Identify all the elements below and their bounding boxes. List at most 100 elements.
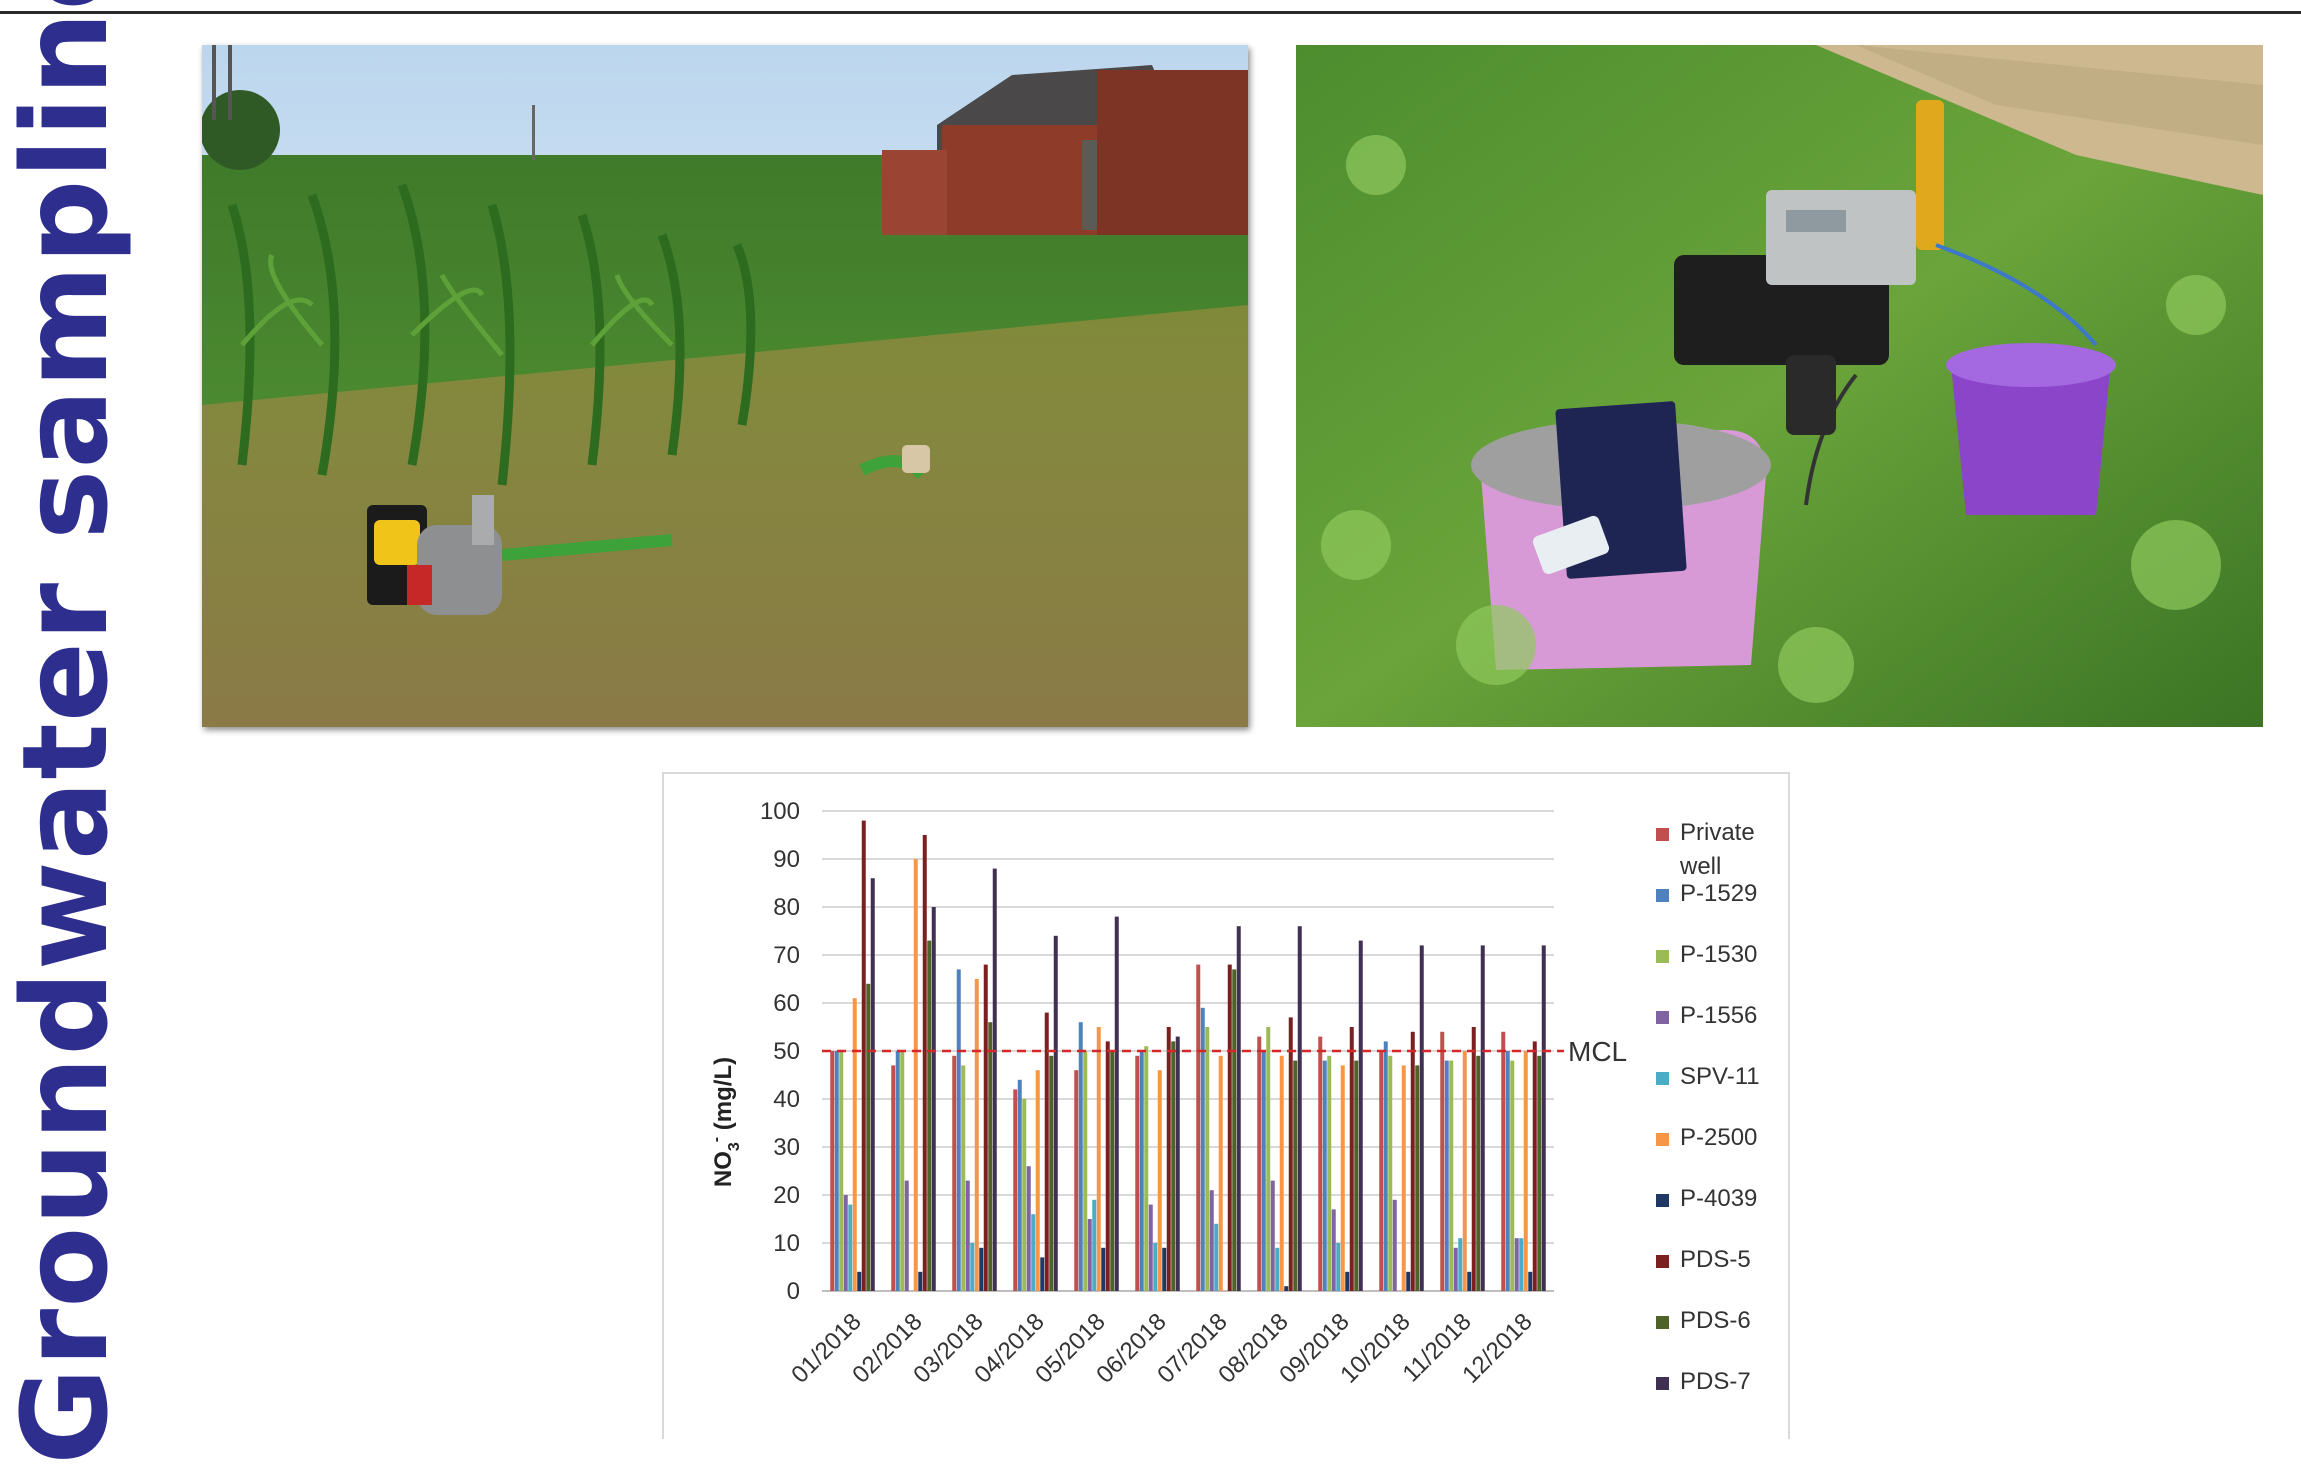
bar <box>1144 1046 1149 1291</box>
bar <box>1013 1089 1018 1291</box>
bar <box>900 1051 905 1291</box>
bar <box>1284 1286 1289 1291</box>
legend-label: P-1556 <box>1680 1002 1757 1029</box>
bar <box>1218 1055 1223 1291</box>
legend-swatch <box>1656 828 1669 841</box>
bar <box>1406 1271 1411 1291</box>
y-tick-label: 0 <box>787 1278 800 1305</box>
bar <box>974 979 979 1291</box>
bar <box>1293 1060 1298 1291</box>
bar <box>1114 916 1119 1291</box>
bar <box>1523 1051 1528 1291</box>
bar <box>927 940 932 1291</box>
legend-swatch <box>1656 1194 1669 1207</box>
legend-label: P-2500 <box>1680 1124 1757 1151</box>
bar <box>988 1022 993 1291</box>
bar <box>904 1180 909 1291</box>
gridlines <box>822 810 1554 1292</box>
bar <box>1345 1271 1350 1291</box>
bar <box>1205 1027 1210 1291</box>
bar <box>1209 1190 1214 1291</box>
bar <box>1501 1031 1506 1291</box>
bar <box>1392 1199 1397 1291</box>
bar <box>1471 1027 1476 1291</box>
legend-swatch <box>1656 1011 1669 1024</box>
bar <box>1444 1060 1449 1291</box>
bar <box>1044 1012 1049 1291</box>
y-tick-label: 40 <box>773 1086 800 1113</box>
bar <box>1078 1022 1083 1291</box>
bar <box>956 969 961 1291</box>
bar <box>1214 1223 1219 1291</box>
bar <box>1200 1007 1205 1291</box>
bar <box>1505 1051 1510 1291</box>
legend-swatch <box>1656 950 1669 963</box>
bar <box>1514 1238 1519 1291</box>
bar <box>952 1055 957 1291</box>
bar <box>1017 1079 1022 1291</box>
bar <box>1148 1204 1153 1291</box>
bar <box>1096 1027 1101 1291</box>
bar <box>1166 1027 1171 1291</box>
bar <box>1257 1036 1262 1291</box>
bar <box>1171 1041 1176 1291</box>
legend-label: P-4039 <box>1680 1185 1757 1212</box>
legend-label: PDS-5 <box>1680 1246 1751 1273</box>
bar <box>992 868 997 1291</box>
bar <box>961 1065 966 1291</box>
bar <box>1467 1271 1472 1291</box>
bar <box>830 1051 835 1291</box>
top-rule <box>0 11 2301 14</box>
legend-label: PDS-7 <box>1680 1368 1751 1395</box>
bar <box>1232 969 1237 1291</box>
bar <box>1105 1041 1110 1291</box>
bar <box>1462 1051 1467 1291</box>
bar <box>1541 945 1546 1291</box>
bar <box>1327 1055 1332 1291</box>
bar <box>1026 1166 1031 1291</box>
bar <box>1480 945 1485 1291</box>
legend-label: P-1529 <box>1680 880 1757 907</box>
y-tick-label: 10 <box>773 1230 800 1257</box>
bar <box>1415 1065 1420 1291</box>
bar <box>1419 945 1424 1291</box>
y-tick-label: 70 <box>773 942 800 969</box>
legend-swatch <box>1656 1133 1669 1146</box>
bar <box>1532 1041 1537 1291</box>
bar <box>1139 1051 1144 1291</box>
bar <box>1022 1099 1027 1291</box>
bar <box>866 983 871 1291</box>
bar <box>1340 1065 1345 1291</box>
x-tick-labels: 01/201802/201803/201804/201805/201806/20… <box>786 1308 1537 1388</box>
bar <box>1537 1055 1542 1291</box>
nitrate-bar-chart: MCL 0 10 20 30 40 50 60 70 80 90 100 01/201802/201… <box>708 798 1760 1395</box>
bar <box>1053 935 1058 1291</box>
y-tick-label: 50 <box>773 1038 800 1065</box>
bar <box>922 835 927 1291</box>
bar <box>1388 1055 1393 1291</box>
legend-swatch <box>1656 1377 1669 1390</box>
legend-label: PDS-6 <box>1680 1307 1751 1334</box>
legend-label: Private well <box>1679 819 1755 880</box>
bar <box>1379 1051 1384 1291</box>
legend-swatch <box>1656 889 1669 902</box>
nitrate-chart: MCL 0 10 20 30 40 50 60 70 80 90 100 01/2018 02/201… <box>662 772 1790 1439</box>
bar <box>1049 1055 1054 1291</box>
bar <box>857 1271 862 1291</box>
bar <box>983 964 988 1291</box>
bar <box>852 998 857 1291</box>
bar <box>1279 1055 1284 1291</box>
bar <box>1519 1238 1524 1291</box>
bar <box>891 1065 896 1291</box>
mcl-reference: MCL <box>822 1036 1627 1067</box>
bar <box>1528 1271 1533 1291</box>
bar <box>1358 940 1363 1291</box>
y-tick-labels: 0 10 20 30 40 50 60 70 80 90 100 <box>760 798 800 1305</box>
bar <box>1087 1219 1092 1291</box>
bar <box>1275 1247 1280 1291</box>
bar <box>979 1247 984 1291</box>
bar <box>1074 1070 1079 1291</box>
bar <box>1458 1238 1463 1291</box>
bar <box>1266 1027 1271 1291</box>
